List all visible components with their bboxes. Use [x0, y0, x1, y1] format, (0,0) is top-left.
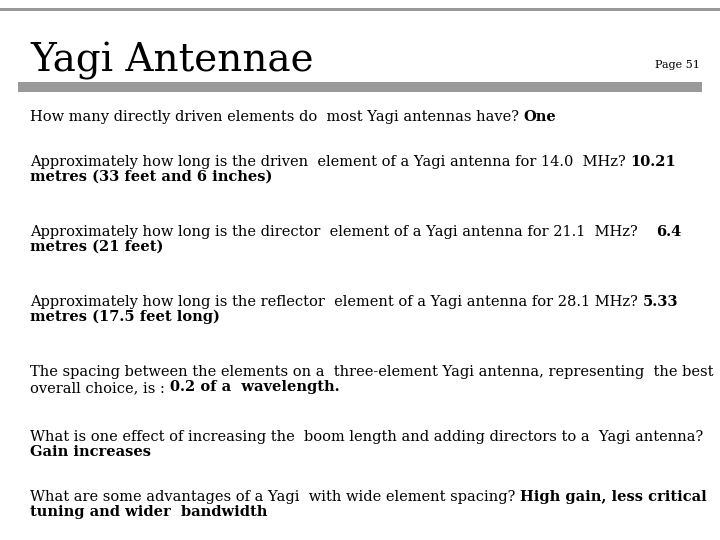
Text: How many directly driven elements do  most Yagi antennas have?: How many directly driven elements do mos… [30, 110, 524, 124]
Text: Approximately how long is the director  element of a Yagi antenna for 21.1  MHz?: Approximately how long is the director e… [30, 225, 657, 239]
Text: metres (17.5 feet long): metres (17.5 feet long) [30, 310, 220, 325]
Text: The spacing between the elements on a  three-element Yagi antenna, representing : The spacing between the elements on a th… [30, 365, 714, 395]
Text: Approximately how long is the reflector  element of a Yagi antenna for 28.1 MHz?: Approximately how long is the reflector … [30, 295, 643, 309]
Text: overall choice, is :: overall choice, is : [30, 380, 170, 394]
Text: Gain increases: Gain increases [30, 445, 151, 459]
Text: Approximately how long is the driven  element of a Yagi antenna for 14.0  MHz?: Approximately how long is the driven ele… [30, 155, 631, 169]
Text: What is one effect of increasing the  boom length and adding directors to a  Yag: What is one effect of increasing the boo… [30, 430, 703, 444]
Text: 0.2 of a  wavelength.: 0.2 of a wavelength. [170, 380, 339, 394]
Text: Page 51: Page 51 [655, 60, 700, 70]
Text: 5.33: 5.33 [643, 295, 678, 309]
Text: metres (21 feet): metres (21 feet) [30, 240, 163, 254]
Text: What are some advantages of a Yagi  with wide element spacing?: What are some advantages of a Yagi with … [30, 490, 521, 504]
Text: metres (33 feet and 6 inches): metres (33 feet and 6 inches) [30, 170, 273, 184]
Text: Yagi Antennae: Yagi Antennae [30, 43, 314, 80]
Text: High gain, less critical: High gain, less critical [521, 490, 707, 504]
Text: 10.21: 10.21 [631, 155, 676, 169]
Text: tuning and wider  bandwidth: tuning and wider bandwidth [30, 505, 268, 519]
Text: 6.4: 6.4 [657, 225, 682, 239]
Text: One: One [524, 110, 557, 124]
